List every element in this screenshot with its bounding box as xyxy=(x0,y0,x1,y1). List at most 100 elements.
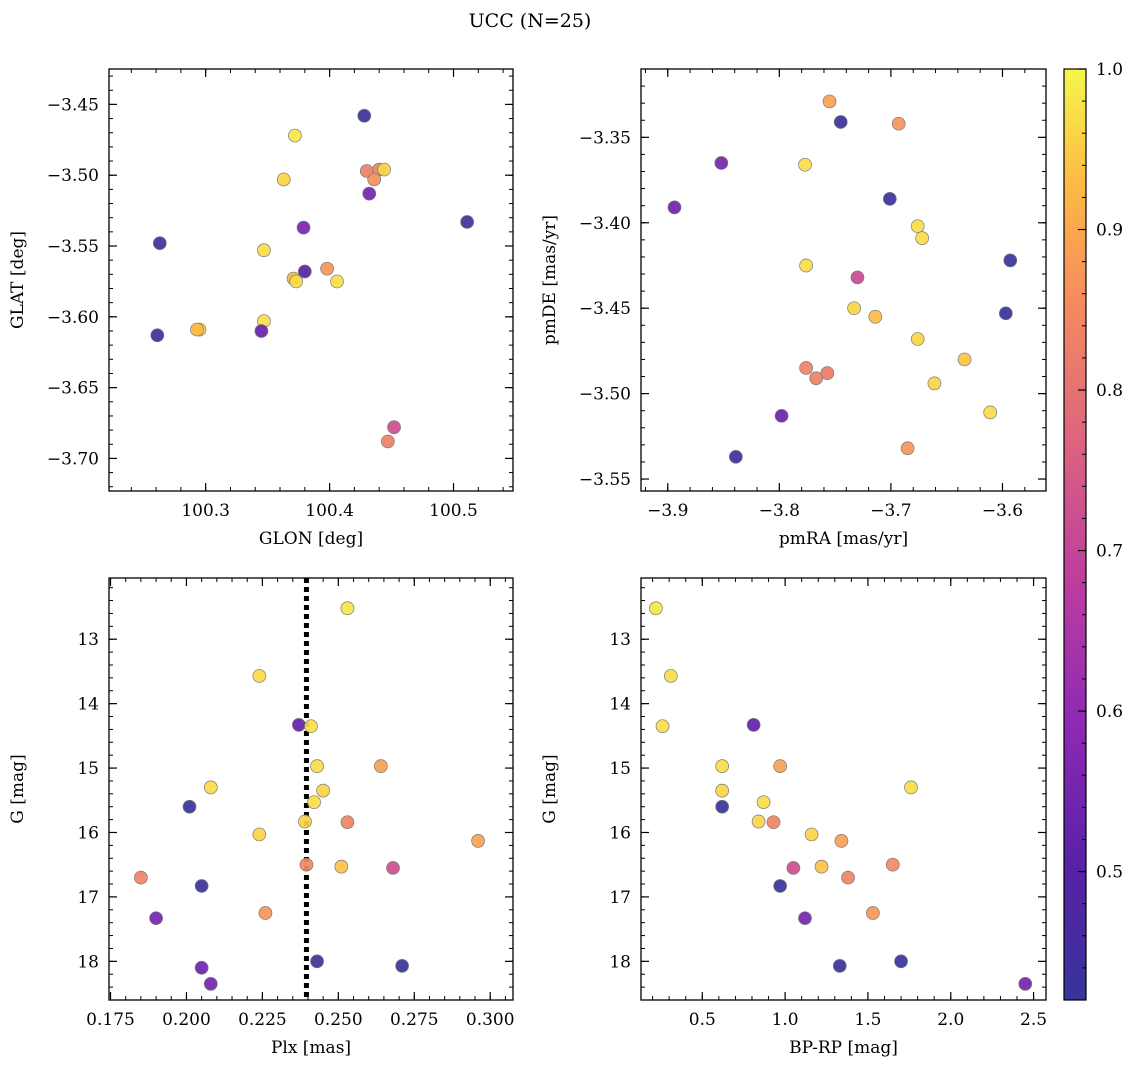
y-tick-label: −3.45 xyxy=(579,299,631,319)
scatter-point xyxy=(340,601,355,616)
scatter-point xyxy=(866,906,880,920)
scatter-points xyxy=(134,601,485,991)
scatter-point xyxy=(288,128,302,143)
y-tick-label: 13 xyxy=(609,630,631,650)
scatter-point xyxy=(340,815,355,830)
y-tick-label: −3.35 xyxy=(579,128,631,148)
scatter-point xyxy=(841,870,855,885)
scatter-point xyxy=(927,376,942,391)
colorbar-tick-label: 0.6 xyxy=(1096,702,1123,722)
x-tick-label: 0.300 xyxy=(466,1010,515,1030)
scatter-point xyxy=(320,261,334,276)
plot-frame xyxy=(108,577,514,1001)
scatter-point xyxy=(774,408,789,423)
scatter-point xyxy=(310,759,324,773)
scatter-point xyxy=(152,236,167,251)
scatter-point xyxy=(386,861,400,875)
plot-frame xyxy=(108,68,514,492)
y-tick-label: 17 xyxy=(609,888,631,908)
scatter-point xyxy=(799,258,813,273)
scatter-point xyxy=(910,332,925,346)
scatter-point xyxy=(910,219,925,234)
scatter-point xyxy=(298,814,312,829)
scatter-point xyxy=(299,857,314,872)
scatter-point xyxy=(203,977,218,991)
scatter-point xyxy=(150,328,165,343)
minor-ticks xyxy=(641,68,1046,491)
scatter-point xyxy=(983,405,998,420)
scatter-point xyxy=(798,911,812,926)
scatter-point xyxy=(751,814,766,829)
scatter-point xyxy=(252,827,267,842)
y-tick-label: −3.45 xyxy=(47,95,99,115)
colorbar-tick-label: 0.9 xyxy=(1096,221,1123,241)
y-tick-label: 14 xyxy=(609,695,631,715)
scatter-point xyxy=(330,274,344,289)
scatter-points xyxy=(649,601,1033,991)
colorbar: 0.5 0.6 0.7 0.8 0.9 1.0 xyxy=(1063,60,1123,1001)
scatter-point xyxy=(316,783,331,798)
scatter-point xyxy=(194,879,209,893)
x-tick-label: 0.175 xyxy=(86,1010,135,1030)
scatter-point xyxy=(714,156,729,170)
panels: 100.3 100.4 100.5 −3.70 −3.65 −3.60 −3.55 −3.50… xyxy=(8,68,1047,1058)
scatter-point xyxy=(252,669,267,683)
scatter-point xyxy=(291,718,306,732)
scatter-point xyxy=(182,799,197,814)
scatter-point xyxy=(814,859,829,874)
scatter-point xyxy=(310,954,324,969)
scatter-point xyxy=(804,827,819,842)
x-axis-label: BP-RP [mag] xyxy=(789,1038,898,1058)
scatter-point xyxy=(799,361,813,375)
scatter-point xyxy=(868,309,883,324)
scatter-point xyxy=(667,200,682,215)
y-tick-label: 13 xyxy=(77,630,99,650)
scatter-point xyxy=(820,366,835,380)
y-tick-label: 18 xyxy=(609,952,631,972)
scatter-point xyxy=(809,371,824,386)
colorbar-tick-label: 0.8 xyxy=(1096,381,1123,401)
scatter-point xyxy=(1003,253,1018,268)
x-axis-label: pmRA [mas/yr] xyxy=(779,529,908,549)
scatter-point xyxy=(822,94,837,109)
scatter-point xyxy=(882,191,897,206)
panel-1: 100.3 100.4 100.5 −3.70 −3.65 −3.60 −3.55 −3.50… xyxy=(8,68,514,549)
scatter-point xyxy=(900,441,915,456)
y-axis-label: G [mag] xyxy=(540,754,560,823)
y-tick-label: 14 xyxy=(77,695,99,715)
scatter-point xyxy=(203,780,218,795)
y-tick-label: 15 xyxy=(77,759,99,779)
y-tick-label: 16 xyxy=(77,823,99,843)
scatter-point xyxy=(766,815,781,830)
y-axis-label: G [mag] xyxy=(8,754,28,823)
x-tick-label: 100.4 xyxy=(305,501,354,521)
scatter-point xyxy=(746,718,761,732)
y-tick-label: 18 xyxy=(77,952,99,972)
scatter-point xyxy=(832,959,847,973)
y-tick-label: −3.50 xyxy=(47,166,99,186)
scatter-point xyxy=(649,601,663,616)
scatter-point xyxy=(847,301,861,316)
scatter-point xyxy=(307,795,321,810)
x-tick-label: 0.5 xyxy=(689,1010,716,1030)
scatter-point xyxy=(850,270,865,285)
figure-title: UCC (N=25) xyxy=(469,10,592,32)
scatter-point xyxy=(258,906,273,920)
scatter-point xyxy=(798,157,812,172)
x-tick-label: 0.200 xyxy=(162,1010,211,1030)
scatter-point xyxy=(296,220,311,235)
y-tick-label: −3.55 xyxy=(47,237,99,257)
scatter-point xyxy=(786,861,801,875)
scatter-point xyxy=(756,795,771,810)
scatter-point xyxy=(254,324,269,338)
scatter-point xyxy=(190,322,204,337)
scatter-point xyxy=(998,306,1013,321)
plot-frame xyxy=(640,577,1047,1001)
x-tick-label: −3.9 xyxy=(647,501,688,521)
scatter-point xyxy=(289,274,303,289)
x-axis-label: GLON [deg] xyxy=(259,529,363,549)
scatter-point xyxy=(257,243,271,258)
minor-ticks xyxy=(109,69,513,491)
scatter-point xyxy=(276,172,291,187)
